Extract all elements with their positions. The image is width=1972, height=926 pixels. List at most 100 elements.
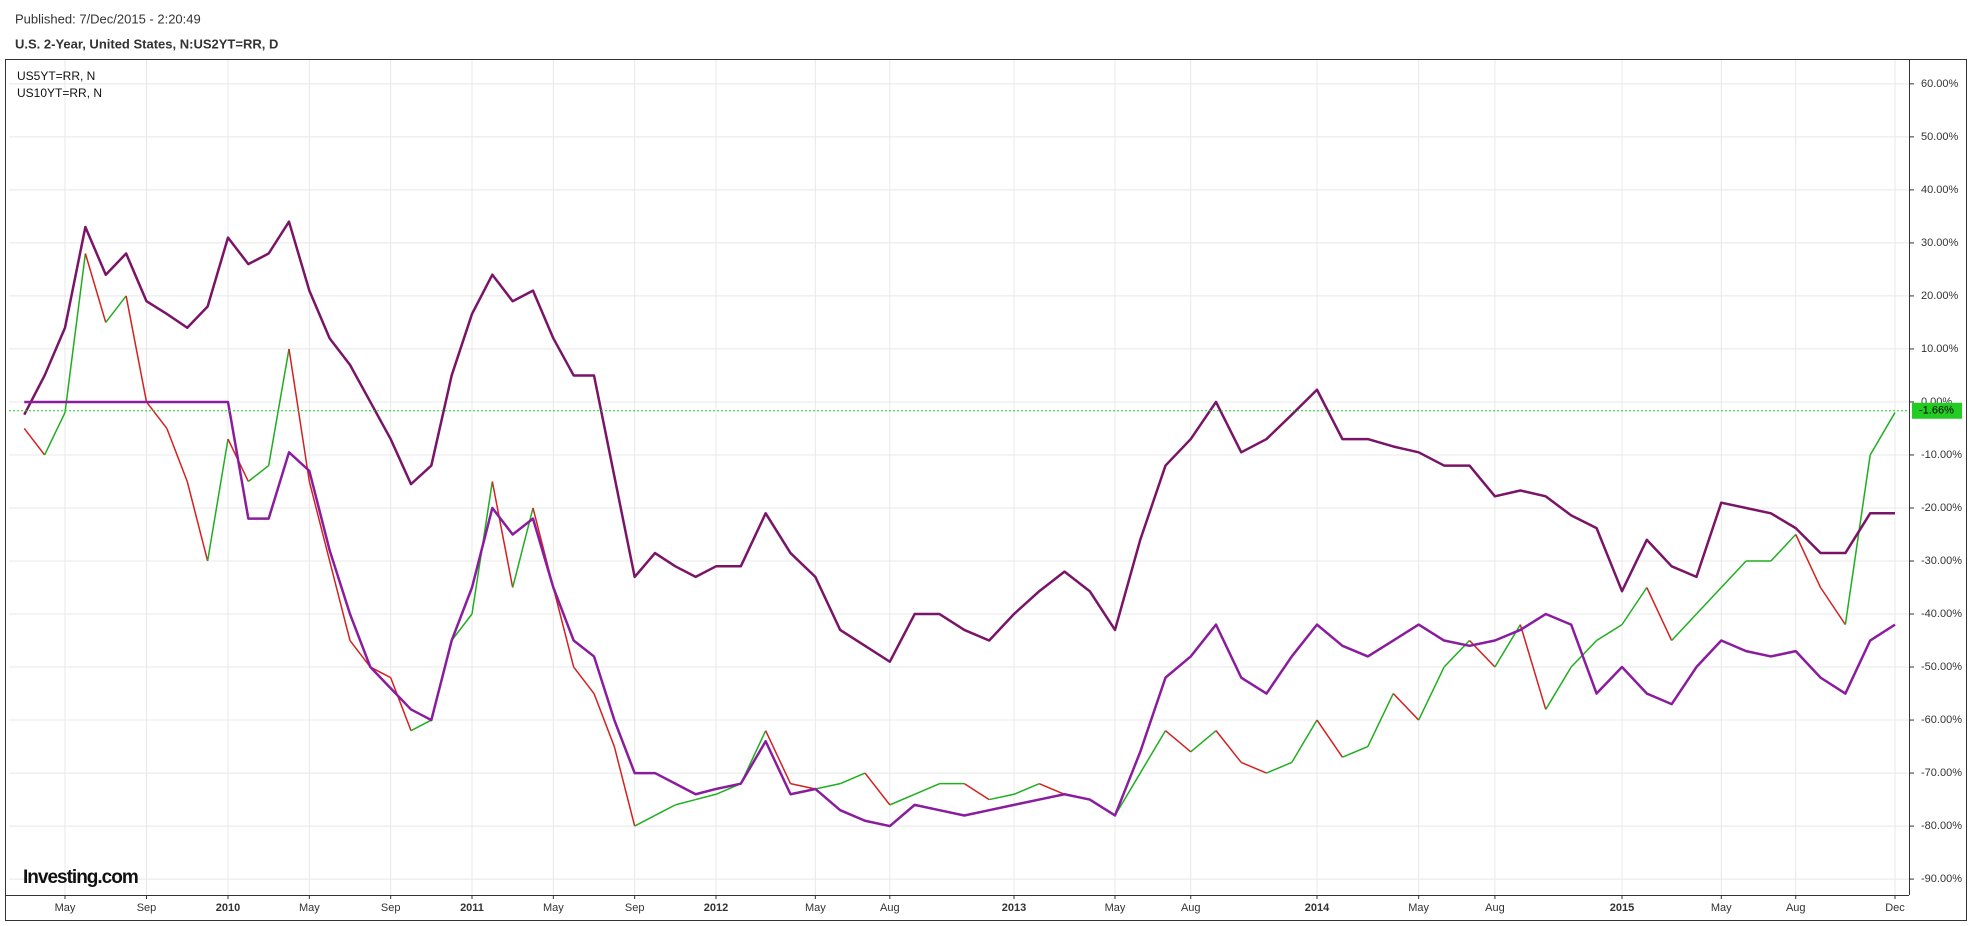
y-tick-label: 40.00% [1921, 184, 1959, 196]
x-tick-label: May [543, 902, 564, 914]
price-segment [815, 782, 841, 790]
x-tick-label: Aug [880, 902, 900, 914]
price-segment [864, 772, 891, 806]
x-tick-label: May [1408, 902, 1429, 914]
price-segment [1190, 730, 1217, 753]
price-segment [1114, 772, 1141, 816]
price-segment [1596, 623, 1623, 642]
marks [9, 220, 1909, 828]
x-tick-label: Aug [1485, 902, 1505, 914]
price-segment [145, 401, 168, 429]
x-tick-label: Aug [1786, 902, 1806, 914]
x-tick-label: May [1711, 902, 1732, 914]
y-tick-label: -40.00% [1921, 608, 1962, 620]
y-tick-label: -80.00% [1921, 820, 1962, 832]
x-tick-label: May [299, 902, 320, 914]
series-line [24, 400, 1896, 828]
price-segment [1844, 454, 1871, 625]
price-segment [186, 481, 209, 562]
price-segment [963, 783, 990, 801]
price-segment [634, 814, 656, 827]
price-segment [389, 677, 412, 731]
y-tick-label: -30.00% [1921, 555, 1962, 567]
x-tick-label: 2015 [1610, 902, 1634, 914]
price-segment [1316, 719, 1344, 758]
y-tick-label: -90.00% [1921, 873, 1962, 885]
price-segment [1392, 693, 1420, 721]
price-segment [308, 481, 331, 562]
price-segment [1621, 587, 1648, 626]
price-segment [1038, 782, 1065, 795]
y-tick-label: 10.00% [1921, 343, 1959, 355]
x-tick-label: 2013 [1002, 902, 1026, 914]
last-value-label: -1.66% [1919, 405, 1954, 417]
price-segment [593, 693, 616, 747]
y-tick-label: -10.00% [1921, 449, 1962, 461]
frame [5, 59, 1967, 921]
y-tick-label: -70.00% [1921, 767, 1962, 779]
x-tick-label: Dec [1885, 902, 1905, 914]
price-segment [914, 782, 940, 795]
x-tick-label: May [55, 902, 76, 914]
price-segment [1819, 587, 1846, 626]
price-segment [1695, 586, 1722, 615]
price-segment [206, 438, 229, 562]
y-tick-label: -20.00% [1921, 502, 1962, 514]
price-segment [1013, 782, 1040, 795]
price-segment [125, 295, 148, 403]
y-tick-label: -50.00% [1921, 661, 1962, 673]
chart-title: U.S. 2-Year, United States, N:US2YT=RR, … [15, 36, 278, 51]
price-segment [839, 772, 866, 785]
price-segment [166, 428, 188, 482]
price-segment [1417, 666, 1445, 721]
x-tick-label: 2010 [216, 902, 240, 914]
y-tick-label: 50.00% [1921, 131, 1959, 143]
price-segment [410, 719, 432, 732]
y-tick-label: 60.00% [1921, 78, 1959, 90]
series-line [23, 220, 1895, 663]
x-tick-label: Sep [137, 902, 157, 914]
x-tick-label: Aug [1181, 902, 1201, 914]
grid [9, 60, 1909, 895]
price-segment [1519, 624, 1547, 710]
last-value-box [1912, 402, 1962, 419]
price-segment [613, 746, 636, 827]
x-tick-label: May [805, 902, 826, 914]
price-segment [1291, 719, 1318, 763]
price-segment [889, 793, 915, 806]
price-segment [764, 730, 792, 784]
price-segment [1570, 640, 1598, 668]
price-segment [790, 782, 816, 790]
price-segment [1770, 533, 1797, 562]
price-segment [989, 793, 1015, 801]
price-segment [1240, 761, 1267, 774]
price-segment [105, 295, 127, 323]
price-segment [552, 587, 575, 668]
price-segment [491, 481, 514, 588]
price-segment [23, 428, 46, 456]
price-segment [328, 560, 351, 641]
price-segment [64, 253, 87, 413]
y-tick-label: 20.00% [1921, 290, 1959, 302]
price-segment [1165, 730, 1192, 753]
price-segment [1720, 560, 1747, 589]
x-tick-label: 2012 [704, 902, 728, 914]
price-segment [573, 666, 595, 694]
price-segment [1545, 666, 1572, 710]
price-segment [247, 464, 270, 483]
price-segment [675, 798, 696, 806]
logo: Investing.com [23, 867, 138, 888]
legend-entry: US10YT=RR, N [17, 86, 102, 100]
price-segment [1646, 587, 1673, 641]
published: Published: 7/Dec/2015 - 2:20:49 [15, 11, 201, 26]
price-segment [1795, 534, 1822, 588]
y-tick-label: 30.00% [1921, 237, 1959, 249]
price-segment [1139, 730, 1167, 774]
price-segment [1367, 693, 1394, 747]
price-segment [695, 793, 717, 801]
price-segment [451, 613, 473, 641]
price-segment [1266, 761, 1293, 774]
legend-entry: US5YT=RR, N [17, 69, 95, 83]
